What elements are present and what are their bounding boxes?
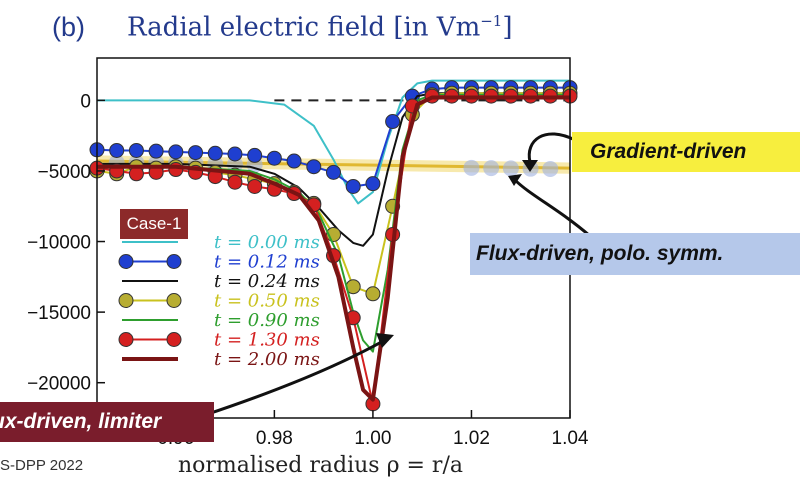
series-marker-1 bbox=[345, 178, 361, 194]
series-marker-1 bbox=[188, 145, 204, 161]
series-marker-1 bbox=[326, 164, 341, 180]
legend-marker-5 bbox=[166, 332, 182, 347]
panel-label: (b) bbox=[52, 12, 85, 42]
legend-label-4: t = 0.90 ms bbox=[214, 310, 320, 331]
chart-title-end: ] bbox=[502, 12, 513, 43]
legend-label-1: t = 0.12 ms bbox=[214, 252, 320, 273]
y-tick-label: −20000 bbox=[27, 374, 91, 395]
legend-label-0: t = 0.00 ms bbox=[214, 232, 320, 253]
series-marker-1 bbox=[207, 145, 223, 161]
x-tick-label: 1.00 bbox=[354, 428, 391, 449]
x-axis-label: normalised radius ρ = r/a bbox=[178, 453, 463, 478]
arrow-flux-limiter bbox=[204, 338, 386, 417]
series-marker-3 bbox=[365, 286, 381, 302]
chart-title-main: Radial electric field [in Vm bbox=[127, 12, 481, 43]
series-line-6 bbox=[97, 95, 570, 402]
legend-label-6: t = 2.00 ms bbox=[214, 349, 320, 370]
series-line-4 bbox=[97, 93, 570, 353]
series-marker-5 bbox=[168, 162, 184, 178]
flux-polo-marker bbox=[542, 160, 559, 177]
legend-marker-3 bbox=[118, 293, 134, 308]
legend-marker-1 bbox=[118, 254, 134, 269]
series-marker-1 bbox=[109, 142, 125, 158]
series-marker-5 bbox=[247, 178, 263, 194]
series-marker-1 bbox=[286, 153, 302, 169]
flux-polo-marker bbox=[502, 160, 519, 177]
arrow-gradient bbox=[527, 132, 576, 163]
series-marker-1 bbox=[385, 114, 401, 130]
callout-gradient-driven: Gradient-driven bbox=[572, 132, 800, 172]
arrow-flux-poloidal bbox=[513, 178, 591, 238]
series-marker-1 bbox=[365, 176, 381, 192]
series-marker-5 bbox=[227, 174, 243, 190]
series-marker-1 bbox=[306, 159, 322, 175]
callout-flux-driven-limiter: ux-driven, limiter bbox=[0, 402, 214, 442]
legend-marker-3 bbox=[166, 293, 182, 308]
legend-label-2: t = 0.24 ms bbox=[214, 271, 320, 292]
legend-marker-1 bbox=[166, 254, 182, 269]
series-marker-1 bbox=[247, 147, 263, 163]
chart-title-exponent: −1 bbox=[480, 12, 503, 30]
flux-polo-marker bbox=[226, 156, 243, 173]
case-label: Case-1 bbox=[120, 209, 188, 239]
series-line-0 bbox=[97, 79, 570, 205]
x-tick-label: 1.04 bbox=[552, 428, 589, 449]
y-tick-label: −15000 bbox=[27, 303, 91, 324]
y-tick-label: 0 bbox=[80, 91, 91, 112]
series-marker-1 bbox=[168, 144, 184, 160]
flux-polo-marker bbox=[483, 160, 500, 177]
flux-polo-marker bbox=[463, 159, 480, 176]
arrow-flux-limiter-head bbox=[376, 333, 394, 348]
legend-label-5: t = 1.30 ms bbox=[214, 330, 320, 351]
series-marker-1 bbox=[227, 146, 243, 162]
chart-title: Radial electric field [in Vm−1] bbox=[127, 12, 513, 43]
y-tick-label: −10000 bbox=[27, 233, 91, 254]
x-tick-label: 0.98 bbox=[256, 428, 293, 449]
arrow-gradient-head bbox=[522, 160, 538, 172]
x-tick-label: 1.02 bbox=[453, 428, 490, 449]
footer-text: S-DPP 2022 bbox=[0, 457, 84, 474]
series-marker-1 bbox=[266, 150, 282, 166]
legend-marker-5 bbox=[118, 332, 134, 347]
series-marker-5 bbox=[128, 166, 144, 182]
y-tick-label: −5000 bbox=[38, 162, 91, 183]
series-marker-1 bbox=[128, 142, 144, 158]
callout-flux-driven-poloidal: Flux-driven, polo. symm. bbox=[470, 233, 800, 275]
legend-label-3: t = 0.50 ms bbox=[214, 291, 320, 312]
arrow-flux-poloidal-head bbox=[508, 174, 522, 186]
series-marker-1 bbox=[148, 143, 164, 159]
